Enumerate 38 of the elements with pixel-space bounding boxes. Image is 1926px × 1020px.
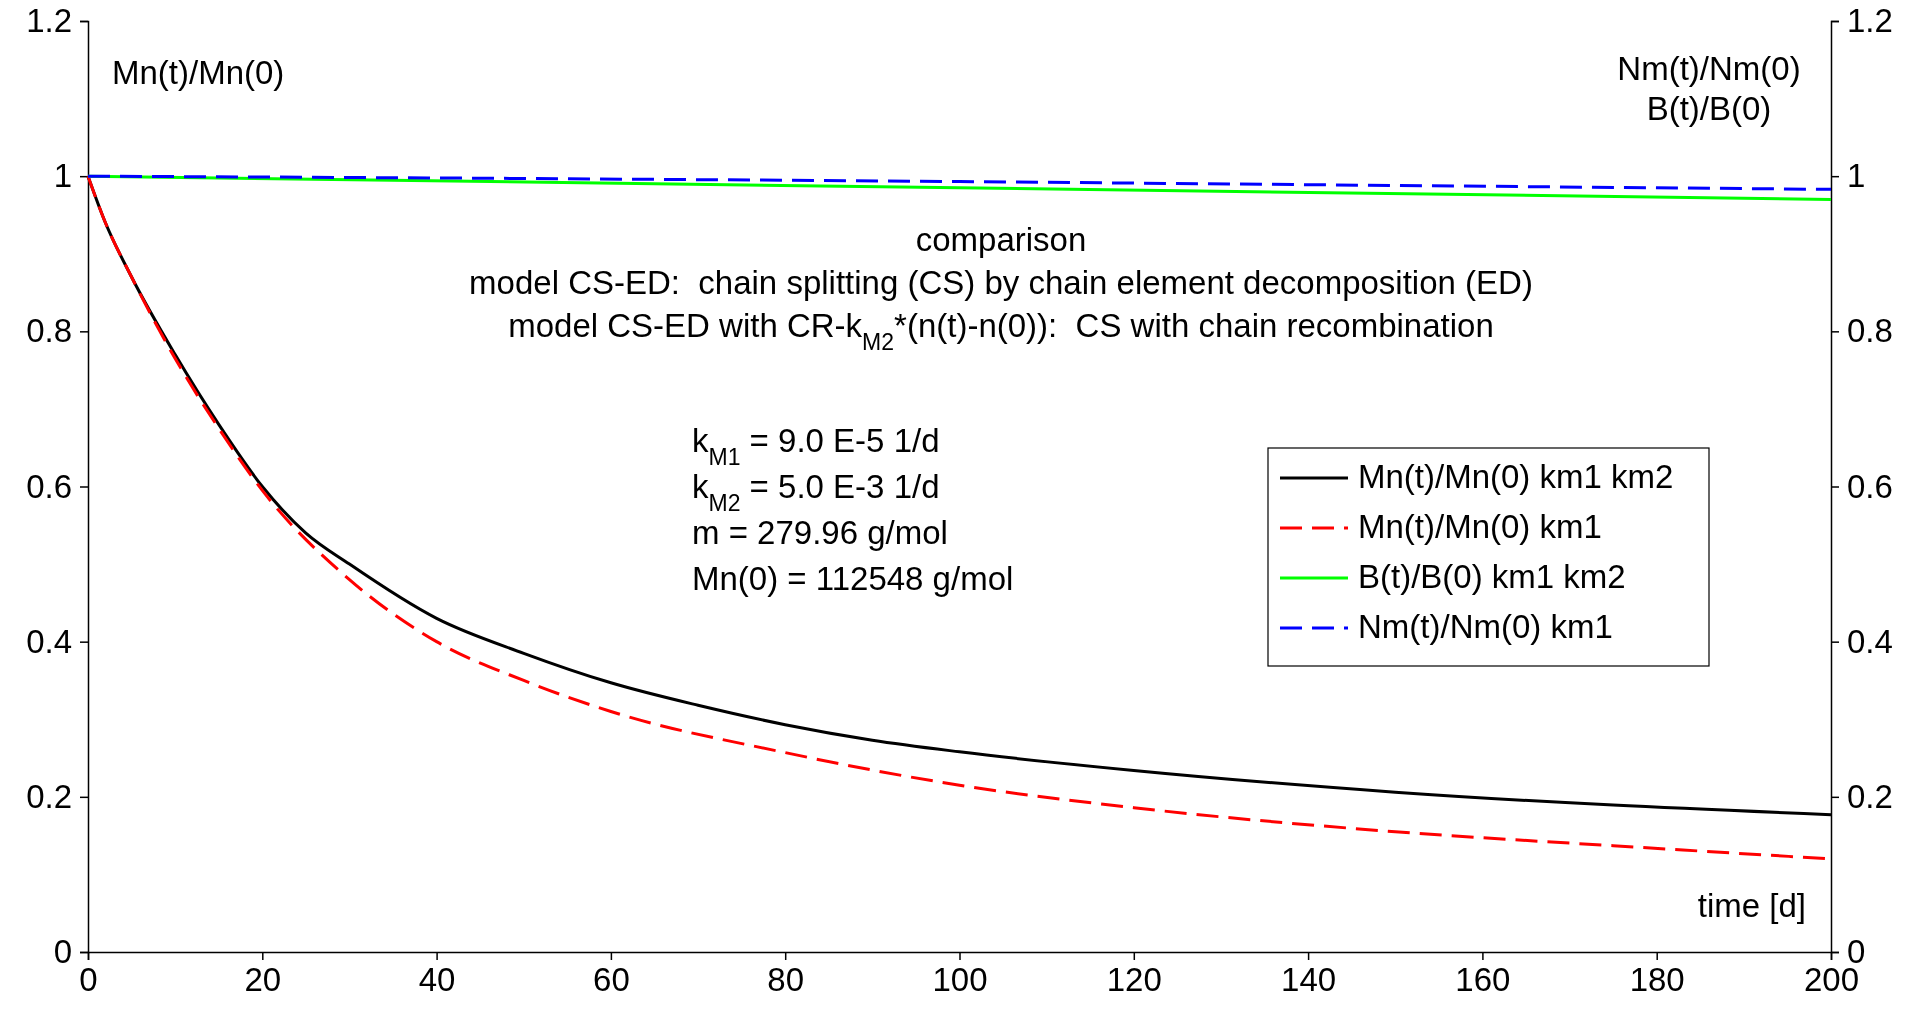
x-tick-label: 20 — [244, 961, 282, 999]
x-tick-label: 160 — [1455, 961, 1511, 999]
x-tick-label: 180 — [1629, 961, 1685, 999]
x-tick-label: 120 — [1106, 961, 1162, 999]
legend-label: Mn(t)/Mn(0) km1 — [1358, 508, 1602, 545]
annotation: Mn(0) = 112548 g/mol — [692, 560, 1014, 597]
x-tick-label: 60 — [593, 961, 630, 999]
legend-label: B(t)/B(0) km1 km2 — [1358, 558, 1626, 595]
y2-tick-label: 1.2 — [1847, 2, 1893, 40]
legend-label: Mn(t)/Mn(0) km1 km2 — [1358, 458, 1674, 495]
y-tick-label: 0.2 — [26, 777, 72, 815]
x-axis-title: time [d] — [1697, 887, 1806, 924]
x-tick-label: 0 — [79, 961, 98, 999]
y2-tick-label: 0.4 — [1847, 622, 1893, 660]
annotation: model CS-ED: chain splitting (CS) by chain element decomposition (ED) — [469, 264, 1533, 301]
annotation: k$_{M1}$ = 9.0 E-5 1/d — [692, 422, 940, 470]
y2-tick-label: 1 — [1847, 157, 1866, 195]
y2-axis-title: Nm(t)/Nm(0) B(t)/B(0) — [1617, 50, 1801, 127]
line-series — [86, 174, 1833, 191]
legend-label: Nm(t)/Nm(0) km1 — [1358, 608, 1613, 645]
y-tick-label: 0.4 — [26, 622, 72, 660]
annotation: comparison — [915, 221, 1087, 258]
y-tick-label: 1.2 — [26, 2, 72, 40]
x-tick-label: 140 — [1281, 961, 1337, 999]
annotation: k$_{M2}$ = 5.0 E-3 1/d — [692, 468, 940, 516]
y-tick-label: 0 — [53, 933, 72, 971]
y-tick-label: 0.8 — [26, 312, 72, 350]
annotation: model CS-ED with CR-k$_{M2}$*(n(t)-n(0)): CS with chain recombination — [508, 307, 1494, 355]
y-axis-title: Mn(t)/Mn(0) — [112, 54, 285, 91]
x-tick-label: 80 — [767, 961, 805, 999]
y2-tick-label: 0.6 — [1847, 467, 1893, 505]
y-tick-label: 0.6 — [26, 467, 72, 505]
y-tick-label: 1 — [53, 157, 72, 195]
x-tick-label: 40 — [418, 961, 456, 999]
annotation: m = 279.96 g/mol — [692, 514, 948, 551]
x-tick-label: 100 — [932, 961, 988, 999]
y2-tick-label: 0.8 — [1847, 312, 1893, 350]
y2-tick-label: 0.2 — [1847, 777, 1893, 815]
